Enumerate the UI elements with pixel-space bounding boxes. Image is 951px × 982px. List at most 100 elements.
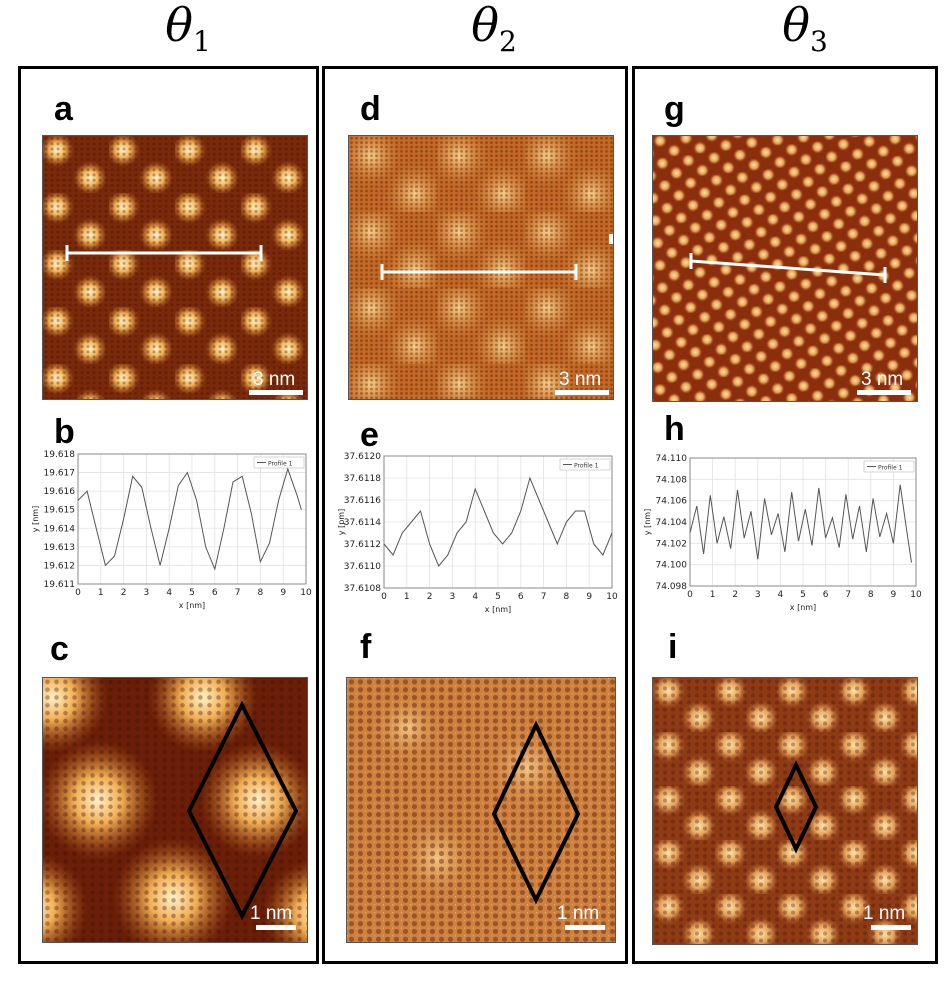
plot-frame [77, 453, 307, 585]
x-tick-label: 2 [732, 590, 738, 600]
x-tick-label: 5 [495, 592, 501, 602]
y-tick-label: 37.6108 [344, 584, 381, 594]
profile-plot-h: 0 1 2 3 4 5 6 7 8 9 10 74.110 74.108 74.106 74.104 74.1… [638, 450, 924, 616]
x-tick-label: 9 [586, 592, 592, 602]
x-tick-label: 3 [450, 592, 456, 602]
x-tick-label: 4 [778, 590, 784, 600]
y-tick-label: 37.6112 [344, 540, 381, 550]
legend-label: Profile 1 [574, 463, 599, 470]
profile-series-line [383, 476, 613, 567]
y-tick-label: 37.6118 [344, 474, 381, 484]
x-axis-label: x [nm] [179, 601, 205, 610]
x-tick-label: 7 [541, 592, 547, 602]
unit-cell-rhombus-c [186, 700, 299, 921]
column-title-2: θ2 [471, 0, 517, 59]
y-axis-label: y [pm] [337, 509, 346, 535]
x-tick-label: 5 [800, 590, 806, 600]
panel-letter-h: h [664, 410, 685, 448]
column-frame-2 [322, 66, 628, 964]
y-tick-label: 74.108 [656, 475, 688, 485]
x-tick-label: 0 [687, 590, 693, 600]
unit-cell-rhombus-i [773, 760, 819, 854]
scale-bar-d [555, 390, 609, 395]
x-tick-label: 1 [98, 588, 104, 598]
legend-label: Profile 1 [268, 461, 293, 468]
x-tick-label: 9 [280, 588, 286, 598]
column-title-1: θ1 [165, 0, 211, 59]
y-tick-label: 74.104 [656, 518, 688, 528]
stm-image-d-canvas [349, 136, 613, 399]
panel-letter-d: d [360, 90, 381, 128]
y-tick-label: 74.100 [656, 561, 688, 571]
y-axis-label: y [nm] [643, 509, 652, 535]
y-tick-label: 19.615 [44, 506, 76, 516]
panel-letter-g: g [664, 90, 685, 128]
x-tick-label: 10 [606, 592, 618, 602]
x-tick-label: 7 [845, 590, 851, 600]
scale-label-d: 3 nm [559, 369, 602, 390]
profile-plot-e-svg: 0 1 2 3 4 5 6 7 8 9 10 37.6120 37.6118 37.6116 37.6114… [337, 452, 618, 614]
stm-image-a-canvas [43, 136, 307, 399]
stm-image-i-canvas [653, 678, 917, 944]
profile-plot-h-svg: 0 1 2 3 4 5 6 7 8 9 10 74.110 74.108 74.106 74.104 74.1… [643, 454, 922, 612]
x-tick-label: 1 [710, 590, 716, 600]
stm-image-f: 1 nm [346, 677, 616, 943]
x-tick-label: 6 [212, 588, 218, 598]
legend-box [253, 456, 305, 469]
x-tick-label: 2 [427, 592, 433, 602]
x-tick-label: 3 [144, 588, 150, 598]
stm-image-f-canvas [347, 678, 615, 942]
panel-letter-c: c [50, 630, 69, 668]
y-tick-label: 74.106 [656, 497, 688, 507]
x-tick-label: 9 [891, 590, 897, 600]
x-tick-label: 0 [381, 592, 387, 602]
scale-bar-i [871, 925, 911, 930]
column-frame-3 [632, 66, 938, 964]
y-tick-label: 37.6116 [344, 496, 381, 506]
stm-image-i: 1 nm [652, 677, 918, 945]
x-tick-label: 6 [518, 592, 524, 602]
y-tick-label: 74.110 [656, 454, 688, 464]
scale-label-i: 1 nm [863, 903, 906, 924]
legend-box [559, 458, 611, 471]
x-tick-label: 10 [300, 588, 312, 598]
column-frame-1 [18, 66, 319, 964]
stm-image-c-canvas [43, 678, 307, 942]
scale-bar-f [565, 925, 605, 930]
x-tick-label: 4 [166, 588, 172, 598]
profile-series-line [689, 484, 912, 563]
x-tick-label: 1 [404, 592, 410, 602]
unit-cell-rhombus-f [491, 720, 581, 905]
profile-plot-b-svg: 0 1 2 3 4 5 6 7 8 9 10 19.618 19.617 19.616 19.615 19.6… [31, 450, 312, 610]
y-tick-label: 37.6120 [344, 452, 381, 462]
profile-series-line [77, 467, 302, 571]
y-tick-label: 19.617 [44, 469, 76, 479]
x-tick-label: 7 [235, 588, 241, 598]
x-tick-label: 0 [75, 588, 81, 598]
x-tick-label: 8 [868, 590, 874, 600]
panel-letter-i: i [668, 628, 678, 666]
x-tick-label: 10 [910, 590, 922, 600]
y-tick-label: 37.6110 [344, 562, 381, 572]
line-profile-marker-g [690, 259, 886, 277]
profile-plot-e: 0 1 2 3 4 5 6 7 8 9 10 37.6120 37.6118 37.6116 37.6114… [334, 448, 620, 618]
x-tick-label: 8 [564, 592, 570, 602]
stm-image-g-canvas [653, 136, 917, 401]
y-tick-label: 19.614 [44, 524, 76, 534]
scale-label-f: 1 nm [557, 903, 600, 924]
scale-label-g: 3 nm [861, 369, 904, 390]
stm-image-c: 1 nm [42, 677, 308, 943]
x-tick-label: 2 [121, 588, 127, 598]
y-tick-label: 19.611 [44, 580, 76, 590]
x-tick-label: 3 [755, 590, 761, 600]
y-tick-label: 19.613 [44, 543, 76, 553]
panel-letter-e: e [360, 416, 379, 454]
panel-letter-a: a [54, 90, 73, 128]
plot-frame [689, 457, 917, 587]
stm-image-a: 3 nm [42, 135, 308, 400]
legend-box [863, 460, 915, 473]
y-tick-label: 37.6114 [344, 518, 381, 528]
scale-bar-c [256, 925, 296, 930]
scale-label-c: 1 nm [250, 903, 293, 924]
x-tick-label: 8 [258, 588, 264, 598]
